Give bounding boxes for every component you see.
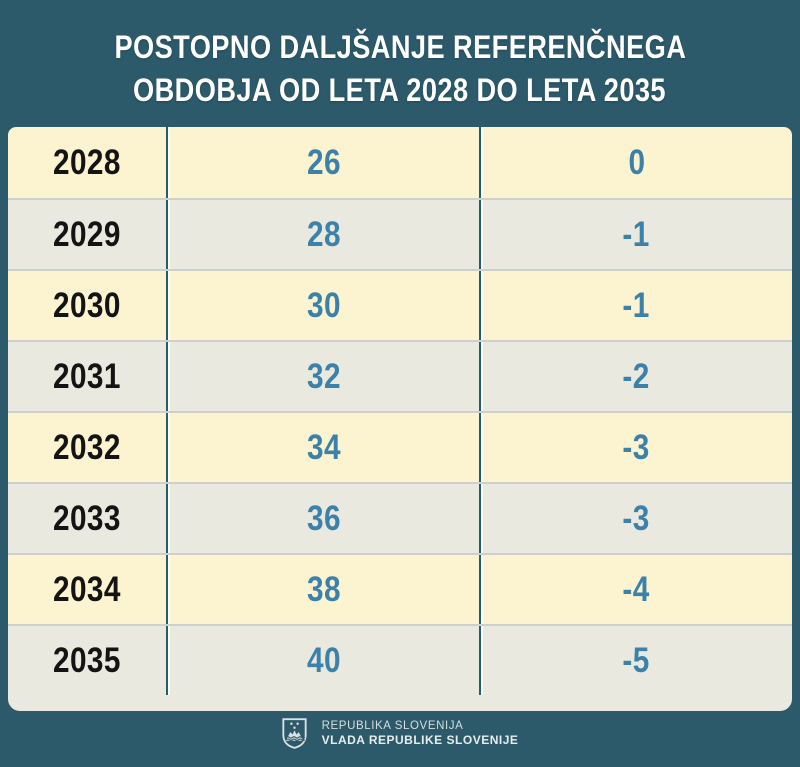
title-line-2-text: OBDOBJA OD LETA 2028 DO LETA 2035 bbox=[133, 72, 667, 108]
year-value: 2032 bbox=[53, 427, 121, 467]
period-value: 30 bbox=[306, 285, 341, 325]
change-cell: 0 bbox=[479, 127, 792, 198]
value-cell: 38 bbox=[166, 555, 479, 624]
year-value: 2029 bbox=[53, 214, 121, 254]
year-value: 2031 bbox=[53, 356, 121, 396]
table-row: 2033 36 -3 bbox=[8, 482, 792, 553]
change-value: -2 bbox=[622, 356, 651, 396]
year-value: 2028 bbox=[53, 142, 121, 182]
change-cell: -2 bbox=[479, 342, 792, 411]
year-value: 2033 bbox=[53, 498, 121, 538]
change-value: -3 bbox=[622, 427, 651, 467]
year-cell: 2034 bbox=[8, 555, 166, 624]
government-label: VLADA REPUBLIKE SLOVENIJE bbox=[321, 733, 519, 747]
value-cell: 26 bbox=[166, 127, 479, 198]
title-line-1: POSTOPNO DALJŠANJE REFERENČNEGA bbox=[0, 26, 800, 69]
title-line-2: OBDOBJA OD LETA 2028 DO LETA 2035 bbox=[0, 69, 800, 112]
year-cell: 2031 bbox=[8, 342, 166, 411]
change-cell: -5 bbox=[479, 626, 792, 695]
year-value: 2030 bbox=[53, 285, 121, 325]
value-cell: 28 bbox=[166, 200, 479, 269]
period-value: 26 bbox=[306, 142, 341, 182]
change-cell: -4 bbox=[479, 555, 792, 624]
change-value: -3 bbox=[622, 498, 651, 538]
slovenia-coat-of-arms-icon bbox=[282, 718, 307, 749]
government-logo: REPUBLIKA SLOVENIJA VLADA REPUBLIKE SLOV… bbox=[0, 718, 800, 749]
value-cell: 30 bbox=[166, 271, 479, 340]
republic-label: REPUBLIKA SLOVENIJA bbox=[321, 720, 464, 732]
change-value: -1 bbox=[622, 214, 651, 254]
period-value: 38 bbox=[306, 569, 341, 609]
table-row: 2030 30 -1 bbox=[8, 269, 792, 340]
table-row: 2031 32 -2 bbox=[8, 340, 792, 411]
table-row: 2029 28 -1 bbox=[8, 198, 792, 269]
change-cell: -3 bbox=[479, 484, 792, 553]
period-value: 34 bbox=[306, 427, 341, 467]
year-cell: 2028 bbox=[8, 127, 166, 198]
government-logo-text: REPUBLIKA SLOVENIJA VLADA REPUBLIKE SLOV… bbox=[322, 720, 519, 747]
value-cell: 32 bbox=[166, 342, 479, 411]
change-value: -1 bbox=[622, 285, 651, 325]
year-cell: 2029 bbox=[8, 200, 166, 269]
year-cell: 2030 bbox=[8, 271, 166, 340]
period-value: 32 bbox=[306, 356, 341, 396]
year-value: 2034 bbox=[53, 569, 121, 609]
reference-period-table: 2028 26 0 2029 28 -1 2030 30 -1 2031 32 … bbox=[8, 127, 792, 711]
table-row: 2028 26 0 bbox=[8, 127, 792, 198]
change-cell: -1 bbox=[479, 271, 792, 340]
table-row: 2032 34 -3 bbox=[8, 411, 792, 482]
period-value: 36 bbox=[306, 498, 341, 538]
period-value: 40 bbox=[306, 640, 341, 680]
change-cell: -1 bbox=[479, 200, 792, 269]
change-cell: -3 bbox=[479, 413, 792, 482]
change-value: -4 bbox=[622, 569, 651, 609]
period-value: 28 bbox=[306, 214, 341, 254]
value-cell: 36 bbox=[166, 484, 479, 553]
year-value: 2035 bbox=[53, 640, 121, 680]
year-cell: 2035 bbox=[8, 626, 166, 695]
table-row: 2034 38 -4 bbox=[8, 553, 792, 624]
year-cell: 2032 bbox=[8, 413, 166, 482]
change-value: 0 bbox=[628, 142, 645, 182]
table-row: 2035 40 -5 bbox=[8, 624, 792, 711]
year-cell: 2033 bbox=[8, 484, 166, 553]
page-title: POSTOPNO DALJŠANJE REFERENČNEGA OBDOBJA … bbox=[0, 26, 800, 112]
value-cell: 34 bbox=[166, 413, 479, 482]
title-line-1-text: POSTOPNO DALJŠANJE REFERENČNEGA bbox=[114, 29, 686, 65]
change-value: -5 bbox=[622, 640, 651, 680]
value-cell: 40 bbox=[166, 626, 479, 695]
